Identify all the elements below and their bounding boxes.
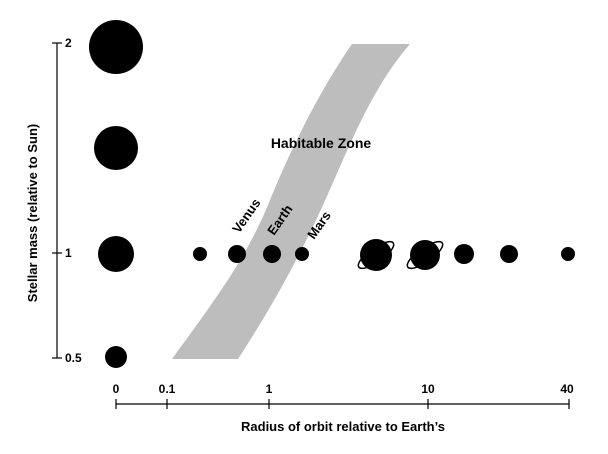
habitable-zone-band	[172, 44, 410, 359]
y-tick-label: 0.5	[65, 351, 82, 365]
planet-venus	[228, 245, 246, 263]
planet-earth	[263, 245, 281, 263]
planet-uranus	[454, 244, 474, 264]
planet-mars	[295, 247, 309, 261]
x-axis	[115, 399, 570, 409]
x-tick-label: 0.1	[159, 382, 176, 396]
y-tick-label: 1	[65, 246, 72, 260]
planets	[193, 239, 575, 271]
x-tick-label: 1	[266, 382, 273, 396]
star-1-solar-mass	[98, 236, 134, 272]
x-axis-title: Radius of orbit relative to Earth’s	[241, 419, 445, 434]
planet-pluto	[561, 247, 575, 261]
x-tick-label: 40	[560, 382, 574, 396]
y-axis-title: Stellar mass (relative to Sun)	[25, 124, 40, 302]
y-tick-label: 2	[65, 36, 72, 50]
star-1-5-solar-mass	[94, 126, 138, 170]
planet-neptune	[500, 245, 518, 263]
star-2-solar-mass	[89, 20, 143, 74]
habitable-zone-label: Habitable Zone	[271, 135, 372, 151]
planet-saturn	[406, 240, 444, 270]
planet-mercury	[193, 247, 207, 261]
x-tick-label: 0	[113, 382, 120, 396]
x-tick-label: 10	[421, 382, 435, 396]
planet-jupiter	[357, 239, 395, 271]
star-0-5-solar-mass	[105, 346, 127, 368]
stars	[89, 20, 143, 368]
y-axis	[52, 42, 62, 359]
